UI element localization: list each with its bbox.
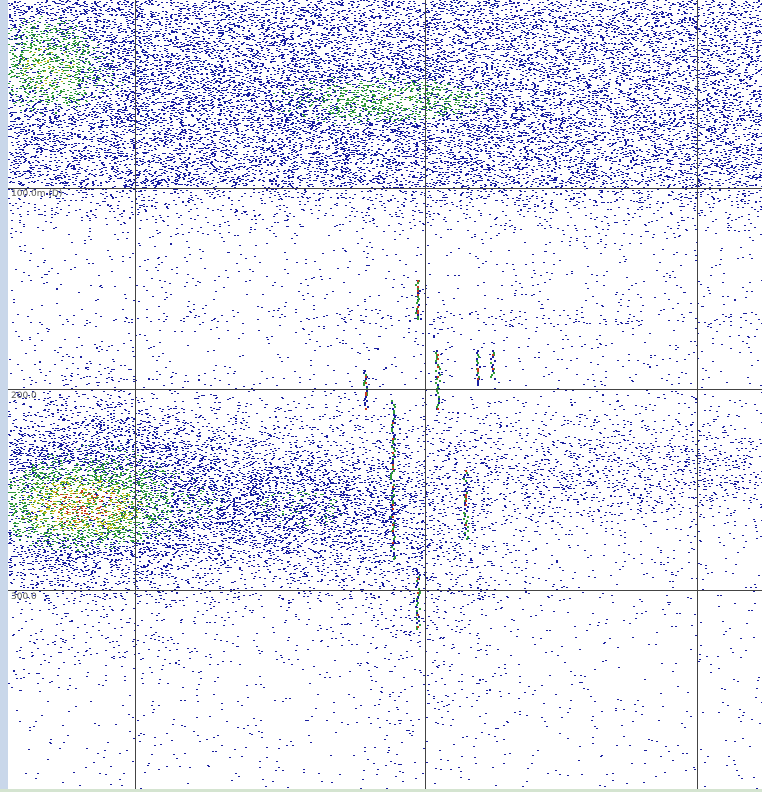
echogram-window: 100.0m (D) 200.0 300.0	[0, 0, 762, 792]
depth-label: 200.0	[11, 391, 37, 401]
depth-label: 300.0	[11, 592, 37, 602]
left-edge	[0, 0, 8, 792]
echogram: 100.0m (D) 200.0 300.0	[0, 0, 762, 792]
depth-label: 100.0m (D)	[11, 189, 62, 199]
